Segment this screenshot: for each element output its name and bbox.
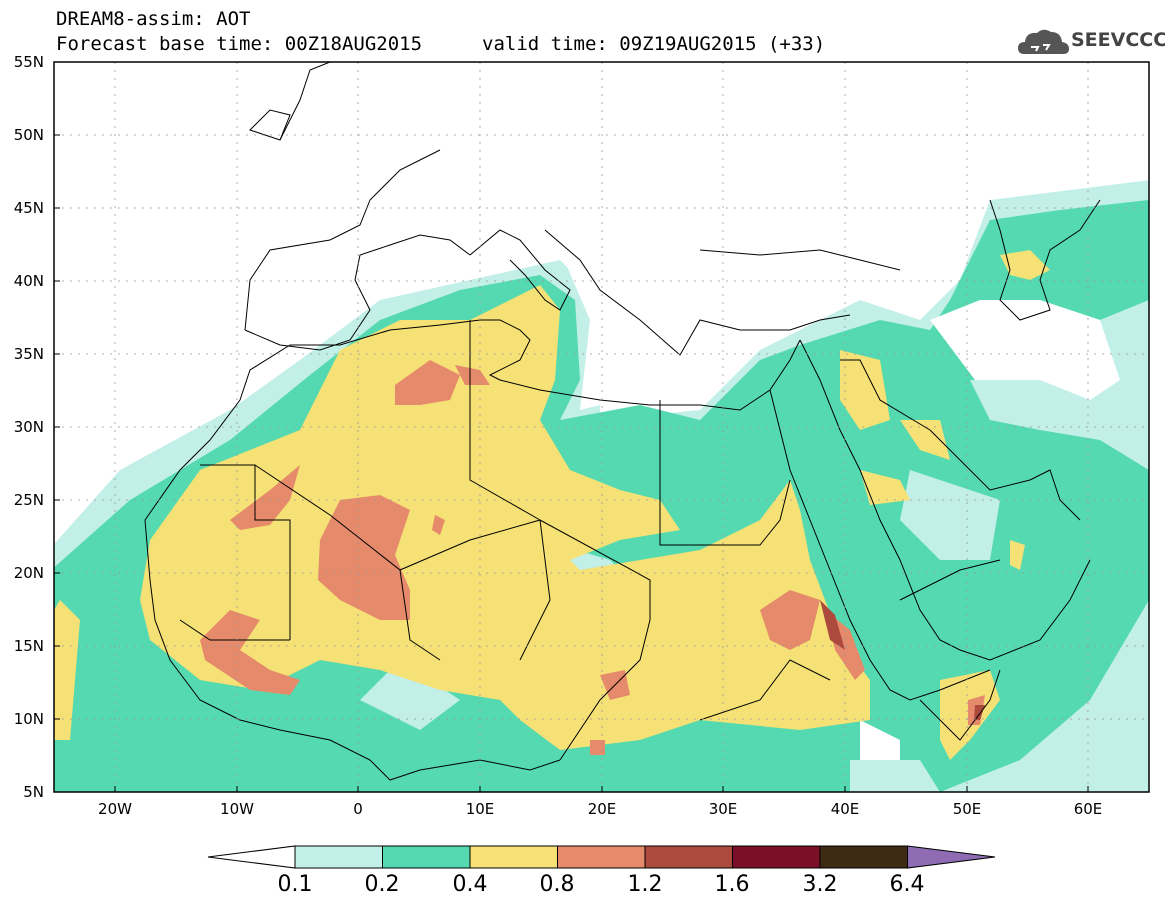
lat-label: 20N — [13, 564, 44, 582]
lat-label: 5N — [23, 783, 44, 801]
lat-label: 45N — [13, 199, 44, 217]
colorbar-bin-7 — [819, 845, 908, 869]
lon-label: 20W — [98, 800, 132, 818]
colorbar-low-arrow — [207, 845, 296, 869]
colorbar-label: 3.2 — [802, 872, 838, 897]
lon-label: 10E — [465, 800, 495, 818]
aot-field-0.8 — [200, 360, 985, 755]
colorbar-label: 6.4 — [889, 872, 925, 897]
lat-label: 35N — [13, 345, 44, 363]
lat-label: 40N — [13, 272, 44, 290]
colorbar-bin-2 — [382, 845, 471, 869]
grid-lines — [54, 62, 1149, 792]
aot-field-0.4 — [54, 250, 1050, 760]
aot-field-1.2 — [820, 600, 985, 720]
axis-ticks — [54, 61, 1089, 793]
colorbar-bin-1 — [294, 845, 383, 869]
header-title: DREAM8-assim: AOT — [56, 8, 251, 30]
coastlines — [144, 62, 1101, 781]
colorbar-bin-6 — [732, 845, 821, 869]
lat-label: 55N — [13, 53, 44, 71]
colorbar — [207, 845, 996, 869]
lon-label: 50E — [952, 800, 982, 818]
colorbar-bin-3 — [469, 845, 558, 869]
lon-label: 40E — [830, 800, 860, 818]
colorbar-label: 0.8 — [539, 872, 575, 897]
colorbar-label: 0.1 — [277, 872, 313, 897]
colorbar-label: 0.4 — [452, 872, 488, 897]
lon-label: 60E — [1073, 800, 1103, 818]
valid-time: valid time: 09Z19AUG2015 (+33) — [482, 33, 826, 55]
colorbar-bin-5 — [644, 845, 733, 869]
cloud-icon — [1018, 29, 1069, 54]
lon-label: 0 — [353, 800, 363, 818]
lon-label: 20E — [587, 800, 617, 818]
lat-label: 25N — [13, 491, 44, 509]
colorbar-label: 0.2 — [364, 872, 400, 897]
lat-label: 15N — [13, 637, 44, 655]
lon-label: 30E — [708, 800, 738, 818]
lat-label: 50N — [13, 126, 44, 144]
colorbar-label: 1.2 — [627, 872, 663, 897]
lat-label: 10N — [13, 710, 44, 728]
lat-label: 30N — [13, 418, 44, 436]
forecast-base-time: Forecast base time: 00Z18AUG2015 — [56, 33, 423, 55]
lon-label: 10W — [220, 800, 254, 818]
colorbar-label: 1.6 — [714, 872, 750, 897]
colorbar-bin-4 — [557, 845, 646, 869]
colorbar-high-arrow — [907, 845, 996, 869]
logo-text: SEEVCCC — [1071, 29, 1165, 51]
